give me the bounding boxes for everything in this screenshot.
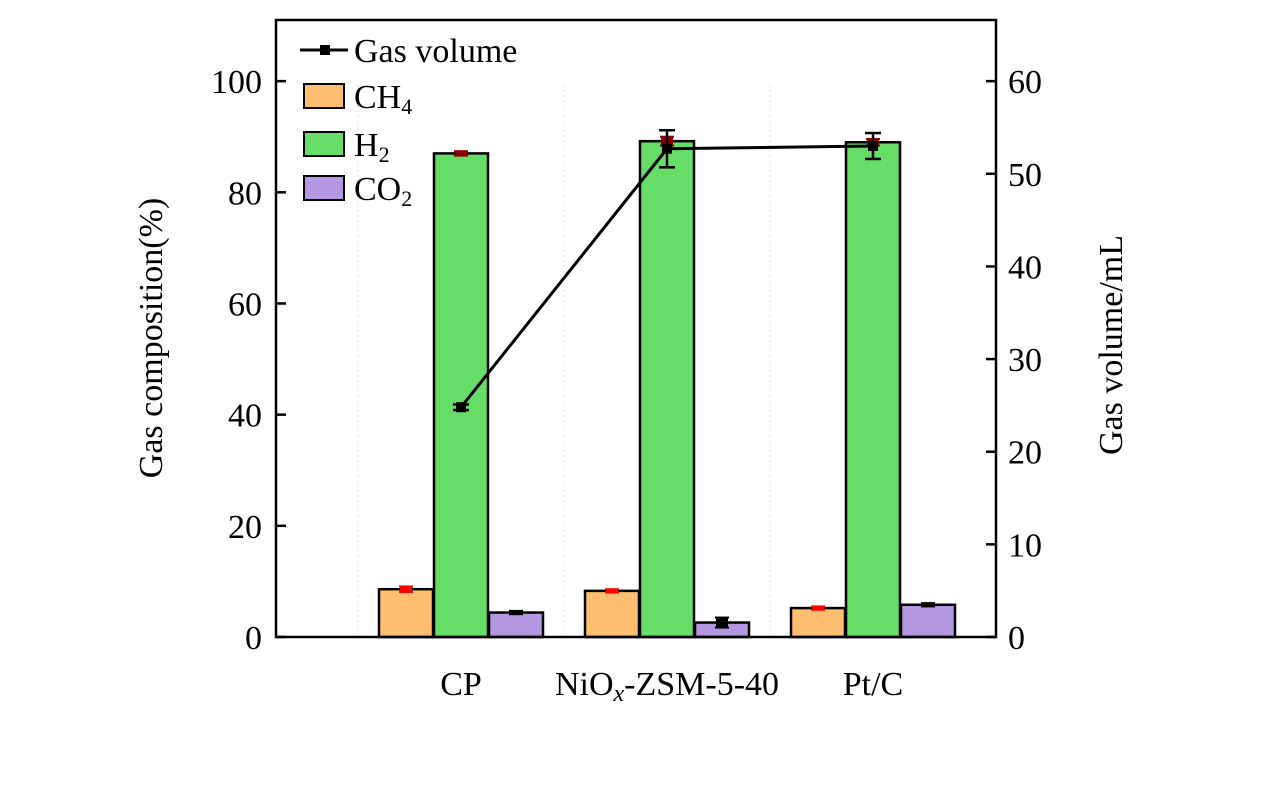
bar-co2-0: [487, 611, 545, 639]
gas-volume-point-1: [659, 128, 675, 169]
bar-ch4-1: [583, 589, 641, 639]
bar-ch4-2: [789, 606, 847, 639]
bar-co2-2: [899, 603, 957, 639]
error-box: [606, 589, 618, 593]
legend-item-ch4: CH4: [303, 79, 412, 119]
legend-swatch-ch4: [303, 83, 345, 109]
category-label-1: NiOx-ZSM-5-40: [555, 666, 779, 707]
gas-volume-marker: [456, 402, 466, 413]
legend-label-ch4: CH4: [354, 79, 412, 119]
legend-label-h2: H2: [354, 127, 390, 167]
error-bar-co2-0: [509, 609, 523, 616]
error-box: [510, 610, 522, 615]
bar-ch4-0: [377, 587, 435, 639]
left-tick-label-20: 20: [228, 509, 262, 546]
legend-swatch-h2: [303, 131, 345, 157]
error-bar-ch4-1: [605, 588, 619, 594]
left-axis-ticks: 0 20 40 60 80 100: [211, 64, 286, 657]
right-tick-label-60: 60: [1008, 64, 1042, 101]
category-label-2: Pt/C: [843, 666, 903, 703]
right-tick-label-40: 40: [1008, 249, 1042, 286]
error-bar-ch4-0: [399, 585, 413, 593]
legend-label-co2: CO2: [354, 171, 412, 211]
error-box: [716, 617, 728, 628]
error-bar-ch4-2: [811, 605, 825, 611]
legend-label-gas-volume: Gas volume: [354, 33, 517, 70]
gas-volume-line-group: [453, 128, 881, 413]
left-tick-label-100: 100: [211, 64, 262, 101]
legend-item-h2: H2: [303, 127, 390, 167]
right-axis-ticks: 0 10 20 30 40 50 60: [986, 64, 1042, 657]
error-box: [455, 151, 467, 156]
gas-volume-marker: [868, 140, 878, 151]
error-box: [922, 603, 934, 607]
grid-lines: [357, 85, 771, 637]
legend-item-gas-volume: Gas volume: [300, 33, 517, 70]
plot-frame: [274, 18, 998, 639]
bar-h2-1: [638, 139, 696, 639]
bar-h2-0: [432, 152, 490, 639]
right-axis-title: Gas volume/mL: [1093, 235, 1130, 455]
gas-volume-point-0: [453, 402, 469, 413]
gas-volume-point-2: [865, 131, 881, 161]
category-labels: CP NiOx-ZSM-5-40 Pt/C: [440, 666, 903, 707]
gas-volume-marker: [662, 143, 672, 154]
right-tick-label-30: 30: [1008, 342, 1042, 379]
right-tick-label-0: 0: [1008, 620, 1025, 657]
bars-group: [377, 139, 957, 639]
legend-swatch-co2: [303, 175, 345, 201]
error-bar-h2-0: [454, 150, 468, 157]
left-tick-label-0: 0: [245, 620, 262, 657]
right-tick-label-50: 50: [1008, 157, 1042, 194]
left-tick-label-80: 80: [228, 175, 262, 212]
legend-line-marker: [320, 45, 330, 55]
legend-item-co2: CO2: [303, 171, 412, 211]
error-bar-co2-1: [715, 616, 729, 629]
left-tick-label-60: 60: [228, 286, 262, 323]
right-tick-label-10: 10: [1008, 527, 1042, 564]
error-box: [812, 606, 824, 610]
category-label-0: CP: [440, 666, 482, 703]
error-box: [400, 586, 412, 592]
left-tick-label-40: 40: [228, 398, 262, 435]
error-bar-co2-2: [921, 602, 935, 608]
bar-h2-2: [844, 141, 902, 639]
right-tick-label-20: 20: [1008, 435, 1042, 472]
left-axis-title: Gas composition(%): [133, 198, 170, 478]
